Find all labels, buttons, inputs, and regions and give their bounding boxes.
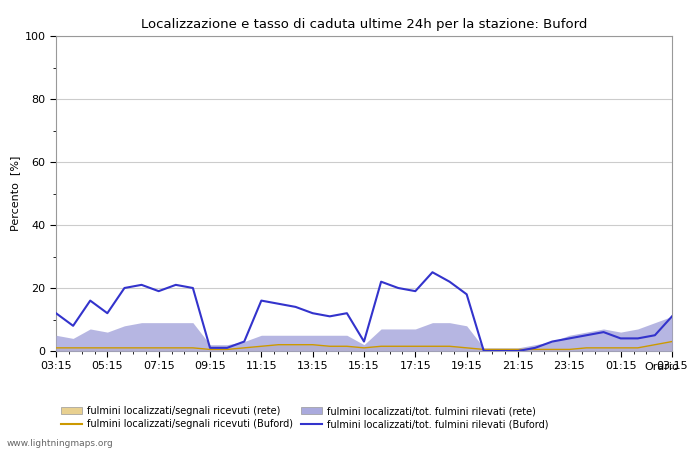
Text: www.lightningmaps.org: www.lightningmaps.org bbox=[7, 439, 113, 448]
Title: Localizzazione e tasso di caduta ultime 24h per la stazione: Buford: Localizzazione e tasso di caduta ultime … bbox=[141, 18, 587, 31]
Text: Orario: Orario bbox=[644, 362, 679, 372]
Y-axis label: Percento  [%]: Percento [%] bbox=[10, 156, 20, 231]
Legend: fulmini localizzati/segnali ricevuti (rete), fulmini localizzati/segnali ricevut: fulmini localizzati/segnali ricevuti (re… bbox=[61, 406, 549, 429]
